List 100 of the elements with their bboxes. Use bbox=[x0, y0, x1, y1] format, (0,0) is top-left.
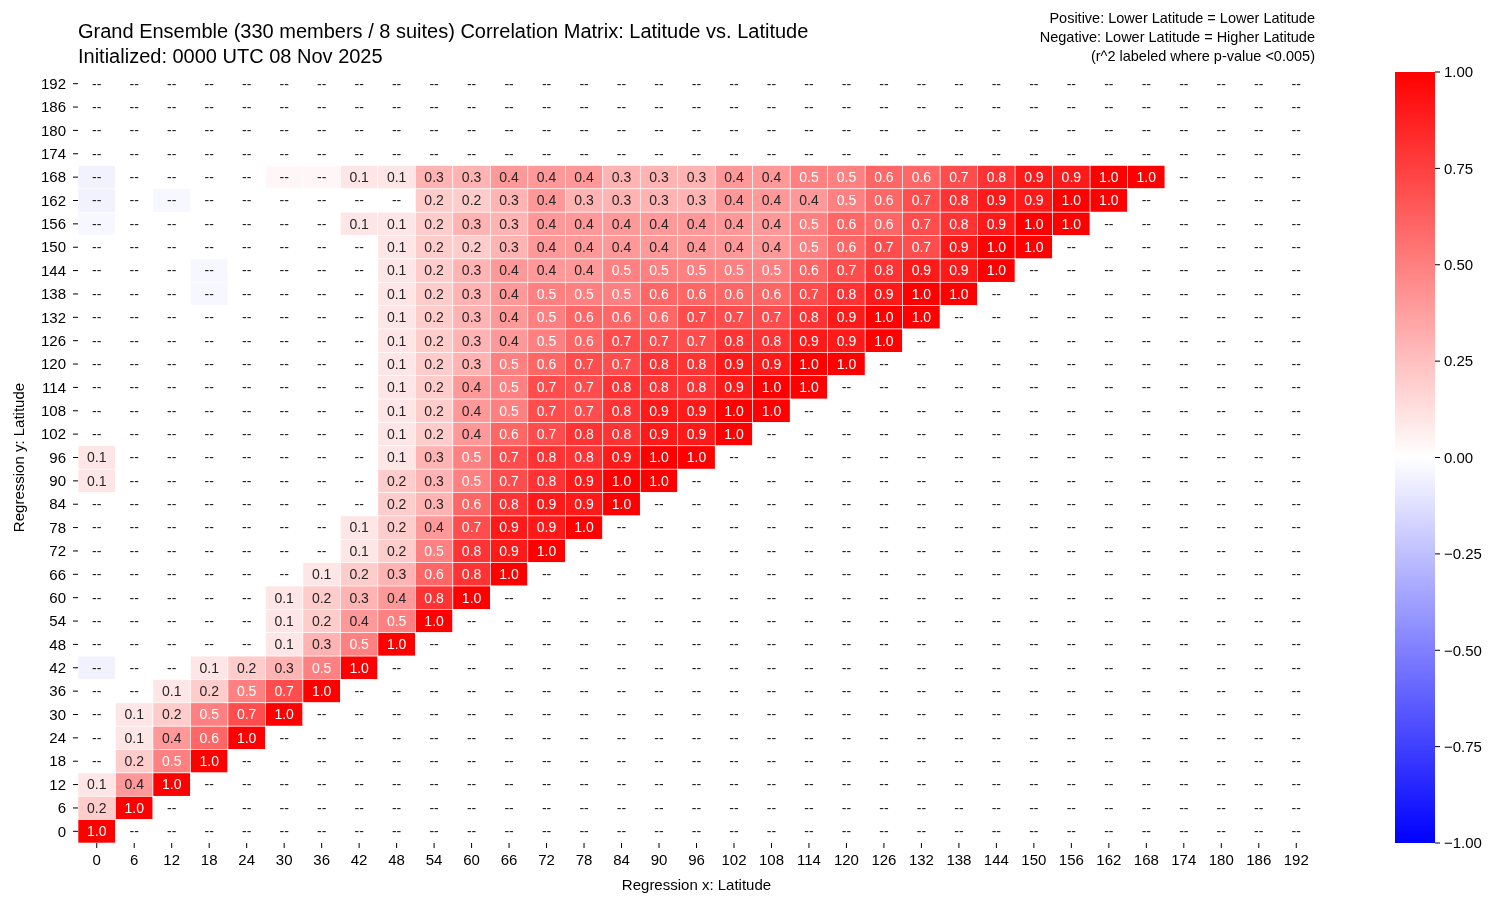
data-label: -- bbox=[391, 75, 402, 92]
data-label: -- bbox=[1254, 566, 1264, 583]
data-label: -- bbox=[616, 542, 627, 559]
data-label: -- bbox=[204, 379, 215, 396]
data-label: -- bbox=[804, 472, 814, 489]
data-label: -- bbox=[316, 706, 327, 723]
x-tick-label: 24 bbox=[238, 851, 256, 868]
data-label: -- bbox=[991, 75, 1002, 92]
data-label: -- bbox=[916, 589, 927, 606]
data-label: 0.5 bbox=[836, 169, 857, 186]
data-label: -- bbox=[1179, 449, 1189, 466]
data-label: -- bbox=[991, 542, 1002, 559]
data-label: -- bbox=[954, 426, 964, 443]
data-label: 0.7 bbox=[911, 192, 932, 209]
data-label: 0.9 bbox=[986, 192, 1007, 209]
data-label: 0.7 bbox=[649, 332, 669, 349]
data-label: -- bbox=[1066, 98, 1077, 115]
data-label: -- bbox=[1104, 145, 1114, 162]
data-label: 1.0 bbox=[949, 285, 969, 302]
data-label: -- bbox=[1179, 145, 1189, 162]
y-tick-label: 180 bbox=[40, 121, 66, 139]
data-label: 1.0 bbox=[1099, 192, 1119, 209]
data-label: -- bbox=[879, 355, 889, 372]
data-label: -- bbox=[991, 566, 1002, 583]
data-label: 0.8 bbox=[949, 215, 969, 232]
data-label: -- bbox=[579, 145, 590, 162]
data-label: -- bbox=[1216, 799, 1227, 816]
x-tick-label: 66 bbox=[500, 851, 518, 868]
y-tick-label: 132 bbox=[40, 308, 66, 326]
data-label: -- bbox=[841, 753, 852, 770]
data-label: -- bbox=[1104, 426, 1114, 443]
data-label: 0.4 bbox=[724, 169, 744, 186]
data-label: 1.0 bbox=[611, 472, 632, 489]
data-label: 0.9 bbox=[724, 355, 744, 372]
data-label: 0.7 bbox=[499, 449, 520, 466]
data-label: -- bbox=[1216, 75, 1227, 92]
data-label: 1.0 bbox=[424, 612, 445, 629]
data-label: -- bbox=[167, 355, 177, 372]
data-label: 0.7 bbox=[274, 683, 295, 700]
data-label: 0.6 bbox=[611, 309, 632, 326]
x-axis-title: Regression x: Latitude bbox=[621, 876, 772, 893]
data-label: -- bbox=[204, 239, 215, 256]
data-label: 0.9 bbox=[499, 519, 520, 536]
data-label: -- bbox=[1216, 683, 1227, 700]
data-label: -- bbox=[242, 636, 252, 653]
data-label: -- bbox=[1179, 402, 1189, 419]
data-label: -- bbox=[916, 402, 927, 419]
data-label: -- bbox=[1291, 402, 1302, 419]
data-label: 0.6 bbox=[761, 285, 782, 302]
data-label: -- bbox=[1066, 355, 1077, 372]
data-label: 0.1 bbox=[386, 169, 407, 186]
data-label: -- bbox=[1179, 379, 1189, 396]
data-label: 1.0 bbox=[724, 426, 744, 443]
data-label: -- bbox=[279, 402, 290, 419]
data-label: -- bbox=[766, 683, 777, 700]
data-label: -- bbox=[129, 285, 140, 302]
data-label: 0.7 bbox=[536, 426, 557, 443]
data-label: 0.7 bbox=[761, 309, 782, 326]
data-label: -- bbox=[541, 612, 552, 629]
data-label: -- bbox=[1029, 706, 1039, 723]
y-tick-label: 24 bbox=[49, 729, 66, 747]
data-label: 0.4 bbox=[574, 215, 594, 232]
x-tick-label: 138 bbox=[946, 851, 972, 868]
data-label: -- bbox=[1291, 122, 1302, 139]
data-label: 0.5 bbox=[499, 355, 520, 372]
x-tick-label: 192 bbox=[1283, 851, 1309, 868]
data-label: -- bbox=[1216, 355, 1227, 372]
data-label: -- bbox=[92, 215, 102, 232]
data-label: -- bbox=[504, 145, 515, 162]
data-label: -- bbox=[1029, 799, 1039, 816]
data-label: -- bbox=[729, 496, 739, 513]
data-label: -- bbox=[1029, 589, 1039, 606]
data-label: -- bbox=[354, 239, 365, 256]
data-label: -- bbox=[1029, 729, 1039, 746]
data-label: -- bbox=[129, 542, 140, 559]
data-label: 0.7 bbox=[911, 215, 932, 232]
data-label: -- bbox=[991, 612, 1002, 629]
data-label: -- bbox=[991, 706, 1002, 723]
data-label: -- bbox=[616, 636, 627, 653]
data-label: -- bbox=[1179, 729, 1189, 746]
data-label: -- bbox=[1179, 285, 1189, 302]
y-tick-label: 84 bbox=[49, 495, 66, 513]
data-label: 0.7 bbox=[611, 355, 632, 372]
data-label: -- bbox=[729, 729, 739, 746]
data-label: -- bbox=[1254, 262, 1264, 279]
data-label: -- bbox=[616, 706, 627, 723]
data-label: -- bbox=[879, 612, 889, 629]
data-label: 1.0 bbox=[499, 566, 520, 583]
data-label: 0.3 bbox=[611, 192, 632, 209]
data-label: -- bbox=[1141, 122, 1152, 139]
data-label: -- bbox=[804, 426, 814, 443]
data-label: -- bbox=[92, 589, 102, 606]
y-tick-label: 162 bbox=[40, 191, 66, 209]
data-label: -- bbox=[1141, 449, 1152, 466]
data-label: -- bbox=[654, 683, 665, 700]
data-label: -- bbox=[841, 636, 852, 653]
data-label: -- bbox=[916, 729, 927, 746]
data-label: 0.6 bbox=[649, 285, 669, 302]
data-label: -- bbox=[1216, 426, 1227, 443]
data-label: -- bbox=[1216, 519, 1227, 536]
